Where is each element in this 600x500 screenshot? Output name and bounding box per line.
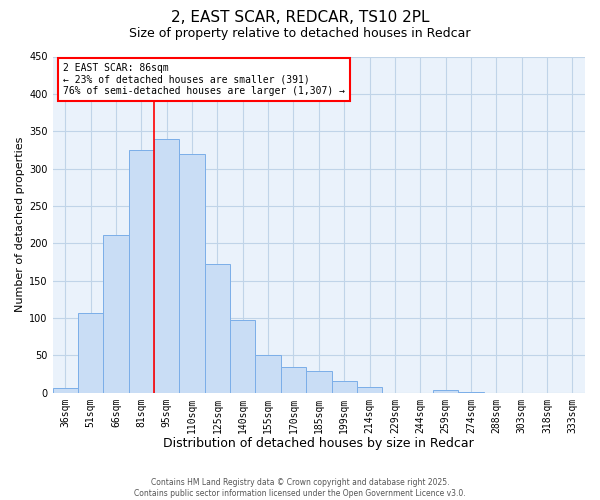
X-axis label: Distribution of detached houses by size in Redcar: Distribution of detached houses by size …	[163, 437, 474, 450]
Bar	[256, 356, 281, 393]
Text: Contains HM Land Registry data © Crown copyright and database right 2025.
Contai: Contains HM Land Registry data © Crown c…	[134, 478, 466, 498]
Y-axis label: Number of detached properties: Number of detached properties	[15, 137, 25, 312]
Bar	[129, 150, 154, 392]
Bar	[53, 388, 78, 392]
Bar	[433, 390, 458, 392]
Bar	[205, 264, 230, 392]
Bar	[154, 138, 179, 392]
Bar	[357, 386, 382, 392]
Bar	[78, 313, 103, 392]
Bar	[332, 381, 357, 392]
Bar	[179, 154, 205, 392]
Bar	[306, 371, 332, 392]
Bar	[230, 320, 256, 392]
Text: 2, EAST SCAR, REDCAR, TS10 2PL: 2, EAST SCAR, REDCAR, TS10 2PL	[171, 10, 429, 25]
Bar	[281, 366, 306, 392]
Text: Size of property relative to detached houses in Redcar: Size of property relative to detached ho…	[129, 28, 471, 40]
Text: 2 EAST SCAR: 86sqm
← 23% of detached houses are smaller (391)
76% of semi-detach: 2 EAST SCAR: 86sqm ← 23% of detached hou…	[63, 63, 345, 96]
Bar	[103, 235, 129, 392]
